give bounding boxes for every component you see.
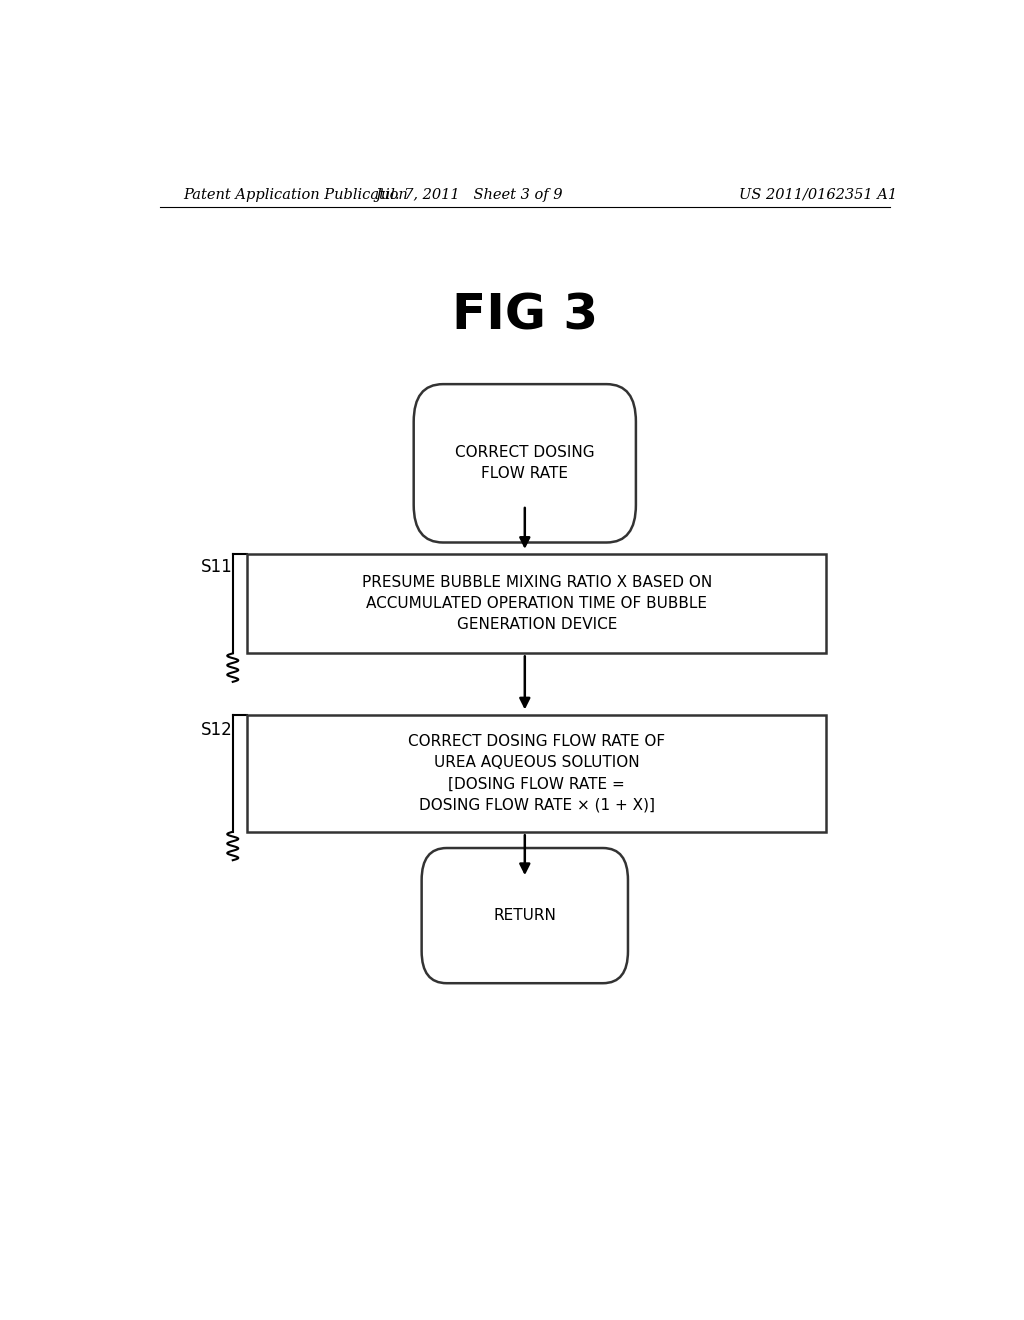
Text: CORRECT DOSING
FLOW RATE: CORRECT DOSING FLOW RATE	[455, 445, 595, 482]
FancyBboxPatch shape	[422, 847, 628, 983]
Text: S11: S11	[201, 558, 232, 576]
FancyBboxPatch shape	[414, 384, 636, 543]
Bar	[247, 554, 826, 653]
Text: RETURN: RETURN	[494, 908, 556, 923]
Text: CORRECT DOSING FLOW RATE OF
UREA AQUEOUS SOLUTION
[DOSING FLOW RATE =
DOSING FLO: CORRECT DOSING FLOW RATE OF UREA AQUEOUS…	[409, 734, 666, 812]
Text: S12: S12	[201, 721, 232, 739]
Bar	[247, 715, 826, 832]
Text: US 2011/0162351 A1: US 2011/0162351 A1	[739, 187, 897, 202]
Text: PRESUME BUBBLE MIXING RATIO X BASED ON
ACCUMULATED OPERATION TIME OF BUBBLE
GENE: PRESUME BUBBLE MIXING RATIO X BASED ON A…	[361, 576, 712, 632]
Text: Patent Application Publication: Patent Application Publication	[183, 187, 409, 202]
Text: FIG 3: FIG 3	[452, 292, 598, 341]
Text: Jul. 7, 2011   Sheet 3 of 9: Jul. 7, 2011 Sheet 3 of 9	[376, 187, 563, 202]
